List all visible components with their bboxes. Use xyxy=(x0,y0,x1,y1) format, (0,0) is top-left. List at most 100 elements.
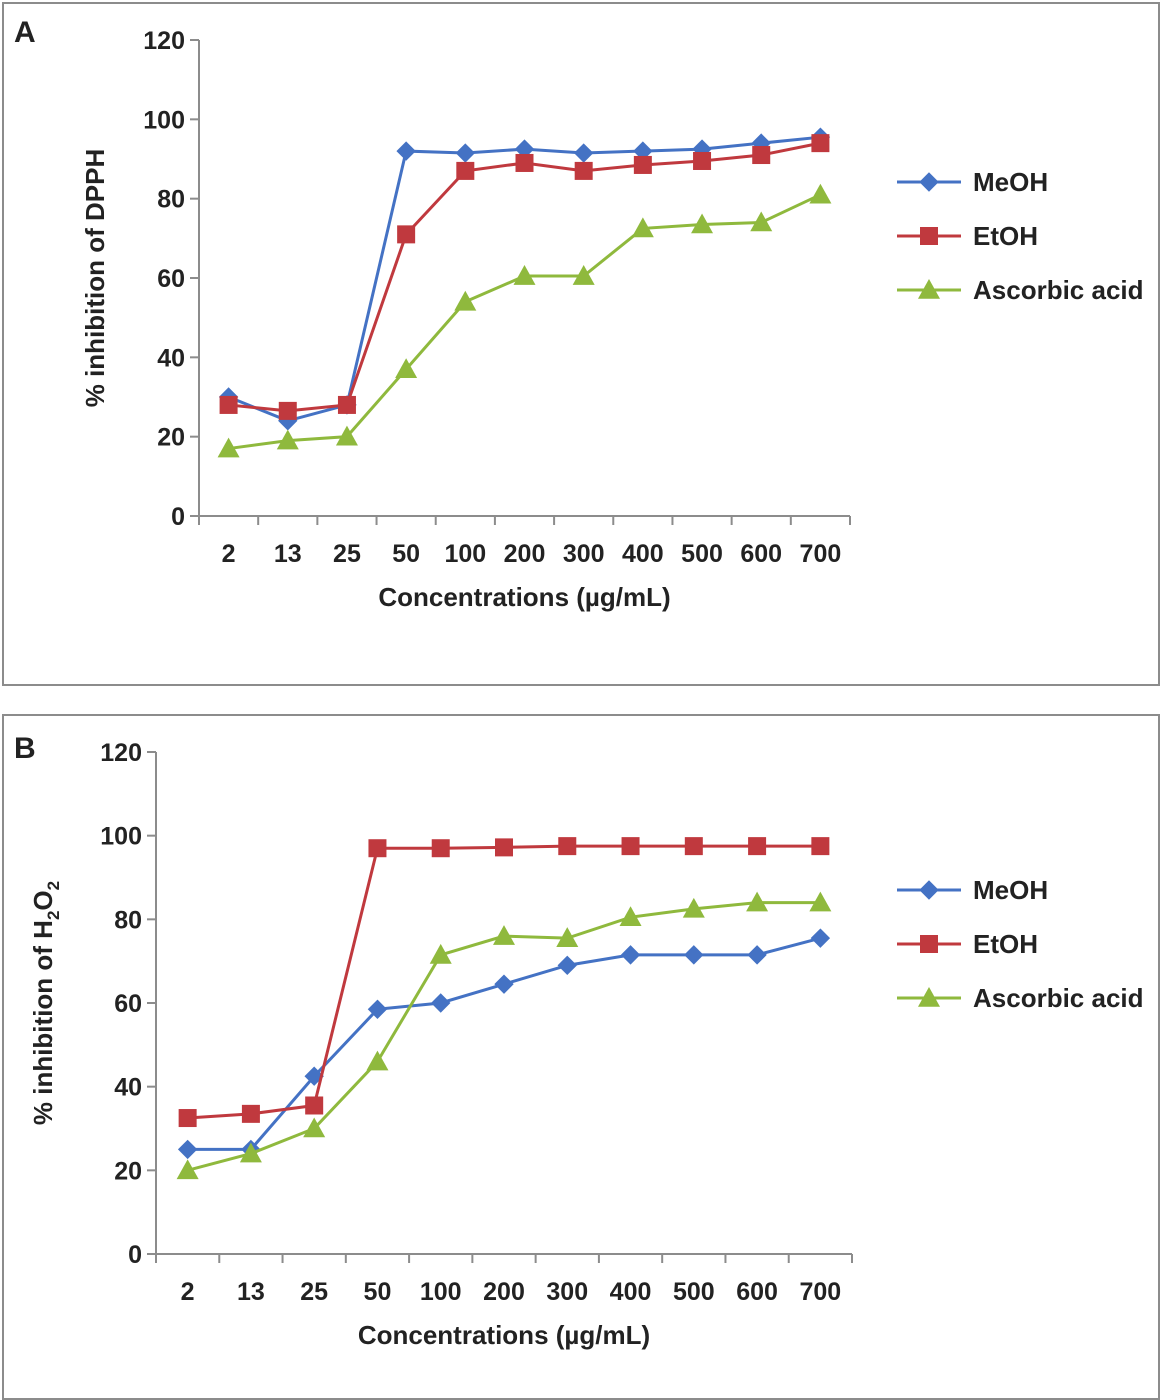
x-tick-label: 200 xyxy=(483,1278,525,1306)
y-axis-title-part: % inhibition of H xyxy=(28,920,58,1125)
data-point xyxy=(684,945,704,965)
x-tick-label: 500 xyxy=(681,540,723,568)
legend-label: MeOH xyxy=(973,875,1048,905)
data-point xyxy=(515,153,534,172)
data-point xyxy=(177,1139,198,1160)
data-point xyxy=(621,837,640,856)
y-tick-label: 120 xyxy=(143,27,185,55)
x-tick-label: 50 xyxy=(364,1278,392,1306)
data-point xyxy=(368,839,387,858)
x-tick-label: 25 xyxy=(333,540,361,568)
legend-entry: Ascorbic acid xyxy=(897,983,1144,1013)
legend-entry: Ascorbic acid xyxy=(897,275,1144,305)
series-ascorbic-acid xyxy=(217,183,832,458)
legend-label: Ascorbic acid xyxy=(973,275,1144,305)
legend-entry: MeOH xyxy=(897,167,1048,197)
y-tick-label: 20 xyxy=(114,1157,142,1185)
data-point xyxy=(693,151,712,170)
data-point xyxy=(397,225,416,244)
data-point xyxy=(493,925,515,945)
x-tick-label: 400 xyxy=(622,540,664,568)
y-axis-title-subscript: 2 xyxy=(44,881,63,890)
x-tick-label: 300 xyxy=(546,1278,588,1306)
legend-marker xyxy=(920,227,938,245)
data-point xyxy=(631,217,654,238)
series-line xyxy=(228,193,822,451)
chart-panel-b: B 0 20 40 60 80 100 120 2 13 25 50 100 200 300 400 500 60… xyxy=(2,714,1160,1400)
data-point xyxy=(304,1066,324,1086)
x-tick-label: 700 xyxy=(800,1278,842,1306)
data-point xyxy=(557,955,577,976)
x-tick-label: 500 xyxy=(673,1278,715,1306)
y-tick-label: 0 xyxy=(171,503,185,531)
legend-marker xyxy=(919,880,939,900)
x-tick-label: 2 xyxy=(181,1278,195,1306)
x-tick-label: 400 xyxy=(610,1278,652,1306)
x-tick-label: 50 xyxy=(392,540,420,568)
y-tick-label: 0 xyxy=(128,1241,142,1269)
data-point xyxy=(810,928,831,948)
data-point xyxy=(811,837,830,856)
panel-label: B xyxy=(14,732,36,765)
x-tick-label: 25 xyxy=(300,1278,328,1306)
data-point xyxy=(691,213,714,234)
x-tick-label: 2 xyxy=(222,540,236,568)
y-axis-title-part: O xyxy=(28,890,58,910)
chart-panel-a: A 0 20 40 60 80 100 120 2 13 25 50 100 200 300 400 500 60… xyxy=(2,2,1160,686)
data-point xyxy=(750,211,773,232)
data-point xyxy=(396,141,416,161)
data-point xyxy=(811,134,830,153)
data-point xyxy=(574,161,593,180)
chart-a: A 0 20 40 60 80 100 120 2 13 25 50 100 200 300 400 500 60… xyxy=(14,16,1144,612)
data-point xyxy=(747,945,767,965)
data-point xyxy=(431,839,450,858)
x-axis-title: Concentrations (µg/mL) xyxy=(358,1320,650,1350)
data-point xyxy=(241,1104,260,1123)
x-tick-label: 600 xyxy=(736,1278,778,1306)
data-point xyxy=(748,837,767,856)
chart-b: B 0 20 40 60 80 100 120 2 13 25 50 100 200 300 400 500 60… xyxy=(14,732,1144,1350)
x-tick-label: 100 xyxy=(420,1278,462,1306)
y-tick-label: 60 xyxy=(114,990,142,1018)
data-point xyxy=(431,993,451,1013)
data-point xyxy=(367,999,388,1019)
legend-label: EtOH xyxy=(973,929,1038,959)
series-meoh xyxy=(177,928,831,1160)
legend-marker xyxy=(919,172,939,192)
y-tick-label: 60 xyxy=(157,265,185,293)
x-tick-label: 100 xyxy=(444,540,486,568)
series-etoh xyxy=(219,134,830,420)
x-tick-label: 13 xyxy=(274,540,302,568)
y-tick-label: 20 xyxy=(157,424,185,452)
data-point xyxy=(395,358,418,379)
data-point xyxy=(335,425,358,446)
y-tick-label: 40 xyxy=(157,344,185,372)
y-tick-label: 120 xyxy=(100,739,142,767)
data-point xyxy=(337,395,356,414)
x-tick-label: 700 xyxy=(800,540,842,568)
data-point xyxy=(219,395,238,414)
data-point xyxy=(558,837,577,856)
data-point xyxy=(809,891,832,912)
data-point xyxy=(633,155,652,174)
data-point xyxy=(513,265,536,285)
data-point xyxy=(809,183,832,204)
data-point xyxy=(619,906,642,927)
data-point xyxy=(746,891,769,912)
data-point xyxy=(495,838,513,857)
legend-marker xyxy=(918,987,940,1007)
legend-label: MeOH xyxy=(973,167,1048,197)
data-point xyxy=(752,146,771,165)
x-axis-title: Concentrations (µg/mL) xyxy=(378,582,670,612)
y-axis-title: % inhibition of H2O2 xyxy=(28,881,63,1125)
x-tick-label: 600 xyxy=(740,540,782,568)
legend-label: EtOH xyxy=(973,221,1038,251)
data-point xyxy=(176,1159,199,1180)
series-etoh xyxy=(178,837,830,1128)
data-point xyxy=(455,143,476,163)
x-tick-label: 13 xyxy=(237,1278,265,1306)
y-tick-label: 40 xyxy=(114,1074,142,1102)
y-axis-title: % inhibition of DPPH xyxy=(80,149,110,408)
y-tick-label: 100 xyxy=(143,106,185,134)
data-point xyxy=(303,1117,326,1138)
